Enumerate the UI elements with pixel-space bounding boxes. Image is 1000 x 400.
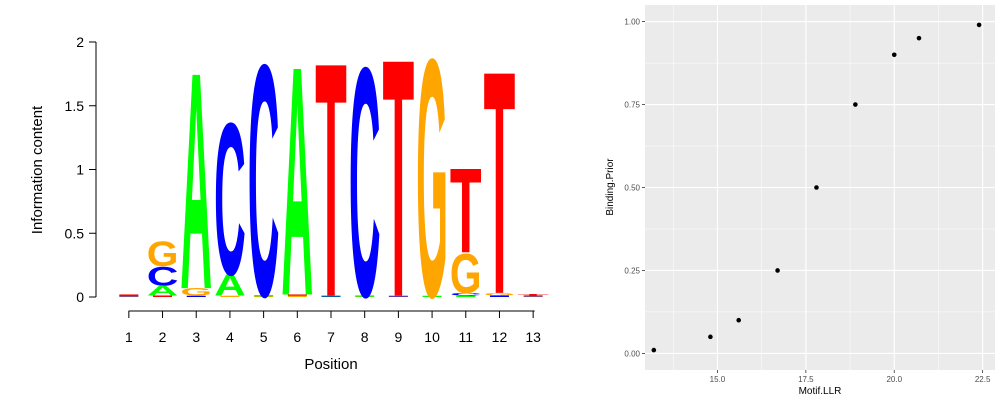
- logo-letter-A: A: [147, 282, 179, 298]
- logo-letter-A: [321, 295, 341, 297]
- logo-letter-A: [456, 295, 476, 297]
- logo-x-tick-label: 12: [492, 329, 508, 345]
- scatter-x-tick-label: 17.5: [798, 375, 814, 384]
- logo-x-tick-label: 5: [260, 329, 268, 345]
- logo-letter-G: [355, 295, 375, 297]
- logo-letter-G: G: [416, 0, 448, 369]
- logo-x-tick-label: 4: [226, 329, 234, 345]
- logo-letter-C: [388, 296, 408, 297]
- scatter-y-tick-label: 0.50: [624, 184, 640, 193]
- scatter-point: [814, 185, 819, 190]
- scatter-y-tick-label: 1.00: [624, 18, 640, 27]
- scatter-x-tick-label: 15.0: [710, 375, 726, 384]
- scatter-y-ticks: 0.00 0.25 0.50 0.75 1.00: [624, 18, 645, 358]
- logo-x-tick-label: 9: [394, 329, 402, 345]
- scatter-point: [891, 52, 897, 58]
- logo-letter-T: T: [383, 0, 415, 368]
- logo-y-axis-label: Information content: [29, 105, 46, 234]
- logo-letter-C: C: [248, 0, 280, 367]
- logo-letter-A: A: [180, 8, 212, 354]
- logo-x-tick-label: 13: [525, 329, 541, 345]
- logo-letter-C: C: [147, 261, 179, 291]
- logo-y-tick-label: 0.5: [65, 225, 85, 241]
- scatter-point: [976, 22, 982, 28]
- logo-x-tick-label: 3: [192, 329, 200, 345]
- logo-letter-C: [321, 296, 341, 297]
- logo-letter-C: [489, 295, 509, 297]
- logo-letter-G: [119, 296, 139, 297]
- logo-y-tick-label: 0: [76, 289, 84, 305]
- logo-letter-G: G: [180, 286, 212, 298]
- logo-letter-G: G: [450, 242, 482, 305]
- logo-letter-T: [153, 295, 173, 297]
- logo-x-tick-label: 10: [424, 329, 440, 345]
- logo-letter-T: T: [450, 143, 482, 278]
- logo-x-tick-label: 11: [458, 329, 473, 345]
- logo-letter-A: A: [214, 268, 246, 302]
- scatter-x-axis-label: Motif.LLR: [799, 386, 842, 397]
- logo-letter-T: T: [517, 294, 549, 297]
- scatter-points: [651, 22, 982, 353]
- logo-y-ticks: 0 0.5 1 1.5 2: [65, 34, 96, 305]
- logo-x-tick-label: 1: [125, 329, 133, 345]
- logo-y-tick-label: 2: [76, 34, 84, 50]
- logo-x-tick-label: 8: [361, 329, 369, 345]
- logo-letter-T: T: [315, 0, 347, 367]
- scatter-chart: 0.00 0.25 0.50 0.75 1.00 15.0 17.5 20.0 22.5 Mo…: [605, 5, 995, 397]
- scatter-y-tick-label: 0.25: [624, 266, 640, 275]
- scatter-x-tick-label: 20.0: [886, 375, 902, 384]
- logo-letter-G: G: [484, 292, 516, 296]
- logo-letter-A: [355, 296, 375, 297]
- scatter-point: [736, 317, 741, 323]
- scatter-point: [775, 268, 780, 273]
- logo-letter-C: [119, 295, 139, 297]
- logo-x-tick-label: 2: [159, 329, 167, 345]
- logo-letter-G: [523, 296, 543, 297]
- scatter-y-tick-label: 0.75: [624, 101, 640, 110]
- logo-letter-A: [422, 295, 442, 297]
- scatter-y-axis-label: Binding.Prior: [605, 158, 616, 216]
- logo-x-tick-label: 7: [327, 329, 335, 345]
- logo-letter-A: A: [281, 0, 313, 365]
- logo-letter-A: [254, 295, 274, 297]
- scatter-grid: [645, 5, 995, 370]
- scatter-point: [916, 35, 922, 41]
- scatter-point: [853, 102, 858, 107]
- logo-letter-C: [523, 295, 543, 297]
- logo-letter-G: [220, 295, 240, 297]
- logo-letter-C: C: [450, 292, 482, 296]
- logo-x-axis-label: Position: [304, 356, 357, 373]
- logo-letter-G: G: [147, 234, 179, 274]
- logo-x-ticks: 1 2 3 4 5 6 7 8 9 10 11 12 13: [125, 311, 541, 345]
- scatter-y-tick-label: 0.00: [624, 349, 640, 358]
- logo-y-tick-label: 1: [76, 162, 84, 178]
- scatter-x-tick-label: 22.5: [975, 375, 991, 384]
- logo-letter-C: C: [349, 0, 381, 366]
- logo-letter-C: [186, 295, 206, 297]
- scatter-point: [651, 347, 657, 353]
- logo-letter-T: [287, 294, 307, 296]
- logo-letter-G: [254, 296, 274, 297]
- logo-y-tick-label: 1.5: [65, 98, 85, 114]
- logo-letter-T: T: [484, 5, 516, 361]
- logo-letter-C: C: [214, 79, 246, 322]
- scatter-point: [708, 334, 713, 340]
- scatter-x-ticks: 15.0 17.5 20.0 22.5: [710, 370, 991, 384]
- logo-letter-G: [287, 295, 307, 297]
- logo-letter-G: [388, 295, 408, 297]
- logo-x-tick-label: 6: [293, 329, 301, 345]
- logo-letter-T: [119, 294, 139, 296]
